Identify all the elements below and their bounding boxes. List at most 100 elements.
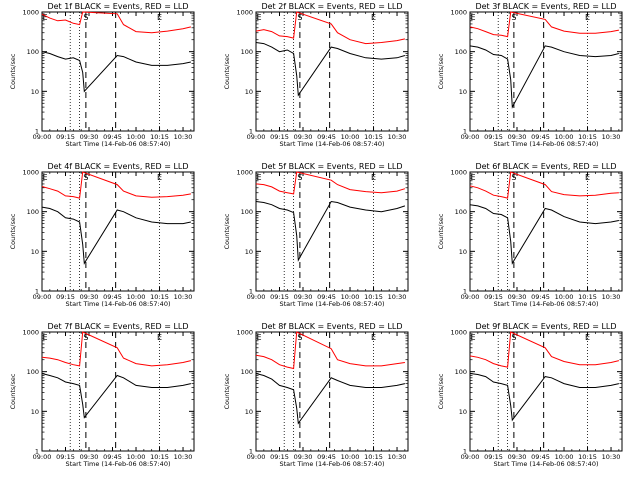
y-tick-label: 1 <box>249 288 253 296</box>
x-tick-label: 09:45 <box>103 133 122 141</box>
y-tick-label: 100 <box>455 48 467 56</box>
y-tick-label: 1000 <box>450 9 467 17</box>
x-axis-label: Start Time (14-Feb-06 08:57:40) <box>280 460 385 468</box>
event-marker-e: E <box>470 173 475 182</box>
y-tick-label: 1000 <box>450 169 467 177</box>
y-tick-label: 10 <box>31 248 39 256</box>
x-tick-label: 09:45 <box>531 453 550 461</box>
event-marker-e: E <box>585 333 590 342</box>
x-tick-label: 09:00 <box>247 293 266 301</box>
x-tick-label: 09:00 <box>33 133 52 141</box>
x-tick-label: 09:30 <box>294 293 313 301</box>
plot-frame <box>469 331 623 452</box>
plot-frame <box>41 11 195 132</box>
y-axis-label: Counts/sec <box>9 213 17 249</box>
x-tick-label: 10:00 <box>127 453 146 461</box>
x-tick-label: 10:30 <box>602 293 621 301</box>
y-tick-label: 1 <box>35 288 39 296</box>
plot-frame <box>469 171 623 292</box>
x-tick-label: 09:30 <box>508 453 527 461</box>
x-tick-label: 09:45 <box>317 453 336 461</box>
x-tick-label: 09:15 <box>484 453 503 461</box>
red-series-line <box>255 171 406 195</box>
event-marker-s: S <box>297 333 302 342</box>
red-series-line <box>41 11 192 34</box>
x-tick-label: 09:30 <box>508 293 527 301</box>
x-tick-label: 10:00 <box>555 453 574 461</box>
black-series-line <box>469 373 620 422</box>
chart-panel-1: Det 1f BLACK = Events, RED = LLD 1 10 100 10… <box>9 2 195 148</box>
y-axis-label: Counts/sec <box>437 373 445 409</box>
x-tick-label: 09:30 <box>80 453 99 461</box>
x-tick-label: 09:15 <box>484 293 503 301</box>
y-tick-label: 1000 <box>236 9 253 17</box>
y-tick-label: 10 <box>459 408 467 416</box>
event-marker-s: S <box>83 173 88 182</box>
event-marker-s: S <box>511 173 516 182</box>
x-tick-label: 10:30 <box>388 453 407 461</box>
red-series-line <box>469 11 619 38</box>
x-tick-label: 10:15 <box>578 293 597 301</box>
x-tick-label: 09:15 <box>270 293 289 301</box>
x-tick-label: 10:15 <box>364 293 383 301</box>
chart-panel-5: Det 5f BLACK = Events, RED = LLD 1 10 100 10… <box>223 162 409 308</box>
x-tick-label: 10:15 <box>364 133 383 141</box>
y-tick-label: 1000 <box>22 329 39 337</box>
y-tick-label: 100 <box>241 48 253 56</box>
event-marker-e: E <box>42 173 47 182</box>
x-tick-label: 09:45 <box>317 133 336 141</box>
event-marker-e: E <box>157 173 162 182</box>
y-tick-label: 10 <box>245 248 253 256</box>
x-tick-label: 10:15 <box>578 133 597 141</box>
event-marker-s: S <box>297 13 302 22</box>
plot-frame <box>41 171 195 292</box>
event-marker-e: E <box>585 173 590 182</box>
y-tick-label: 1 <box>463 448 467 456</box>
x-tick-label: 09:15 <box>270 133 289 141</box>
x-tick-label: 09:00 <box>461 133 480 141</box>
black-series-line <box>41 373 192 419</box>
chart-title: Det 8f BLACK = Events, RED = LLD <box>261 322 402 331</box>
y-tick-label: 10 <box>245 88 253 96</box>
red-series-line <box>41 331 192 367</box>
plot-frame <box>41 331 195 452</box>
chart-panel-7: Det 7f BLACK = Events, RED = LLD 1 10 100 10… <box>9 322 195 468</box>
x-tick-label: 10:15 <box>150 453 169 461</box>
x-axis-label: Start Time (14-Feb-06 08:57:40) <box>494 300 599 308</box>
y-tick-label: 1000 <box>450 329 467 337</box>
event-marker-e: E <box>470 13 475 22</box>
y-tick-label: 1000 <box>236 169 253 177</box>
y-tick-label: 1 <box>249 128 253 136</box>
x-tick-label: 10:30 <box>174 133 193 141</box>
event-marker-e: E <box>470 333 475 342</box>
event-marker-s: S <box>511 333 516 342</box>
y-axis-label: Counts/sec <box>437 53 445 89</box>
x-tick-label: 09:30 <box>80 133 99 141</box>
y-tick-label: 10 <box>459 248 467 256</box>
chart-panel-3: Det 3f BLACK = Events, RED = LLD 1 10 100 10… <box>437 2 623 148</box>
y-axis-label: Counts/sec <box>9 53 17 89</box>
y-tick-label: 1 <box>463 128 467 136</box>
y-tick-label: 1 <box>463 288 467 296</box>
chart-title: Det 4f BLACK = Events, RED = LLD <box>47 162 188 171</box>
x-tick-label: 10:00 <box>127 293 146 301</box>
x-tick-label: 09:15 <box>270 453 289 461</box>
chart-title: Det 2f BLACK = Events, RED = LLD <box>261 2 402 11</box>
y-tick-label: 1 <box>35 128 39 136</box>
x-tick-label: 09:00 <box>33 453 52 461</box>
x-tick-label: 10:15 <box>150 293 169 301</box>
chart-panel-9: Det 9f BLACK = Events, RED = LLD 1 10 100 10… <box>437 322 623 468</box>
chart-panel-6: Det 6f BLACK = Events, RED = LLD 1 10 100 10… <box>437 162 623 308</box>
chart-title: Det 5f BLACK = Events, RED = LLD <box>261 162 402 171</box>
chart-title: Det 6f BLACK = Events, RED = LLD <box>475 162 616 171</box>
y-tick-label: 1 <box>249 448 253 456</box>
event-marker-e: E <box>256 333 261 342</box>
event-marker-e: E <box>157 333 162 342</box>
event-marker-s: S <box>83 13 88 22</box>
plot-frame <box>469 11 623 132</box>
x-tick-label: 10:00 <box>341 293 360 301</box>
x-axis-label: Start Time (14-Feb-06 08:57:40) <box>66 140 171 148</box>
x-tick-label: 09:15 <box>484 133 503 141</box>
black-series-line <box>255 200 406 262</box>
black-series-line <box>469 45 620 109</box>
